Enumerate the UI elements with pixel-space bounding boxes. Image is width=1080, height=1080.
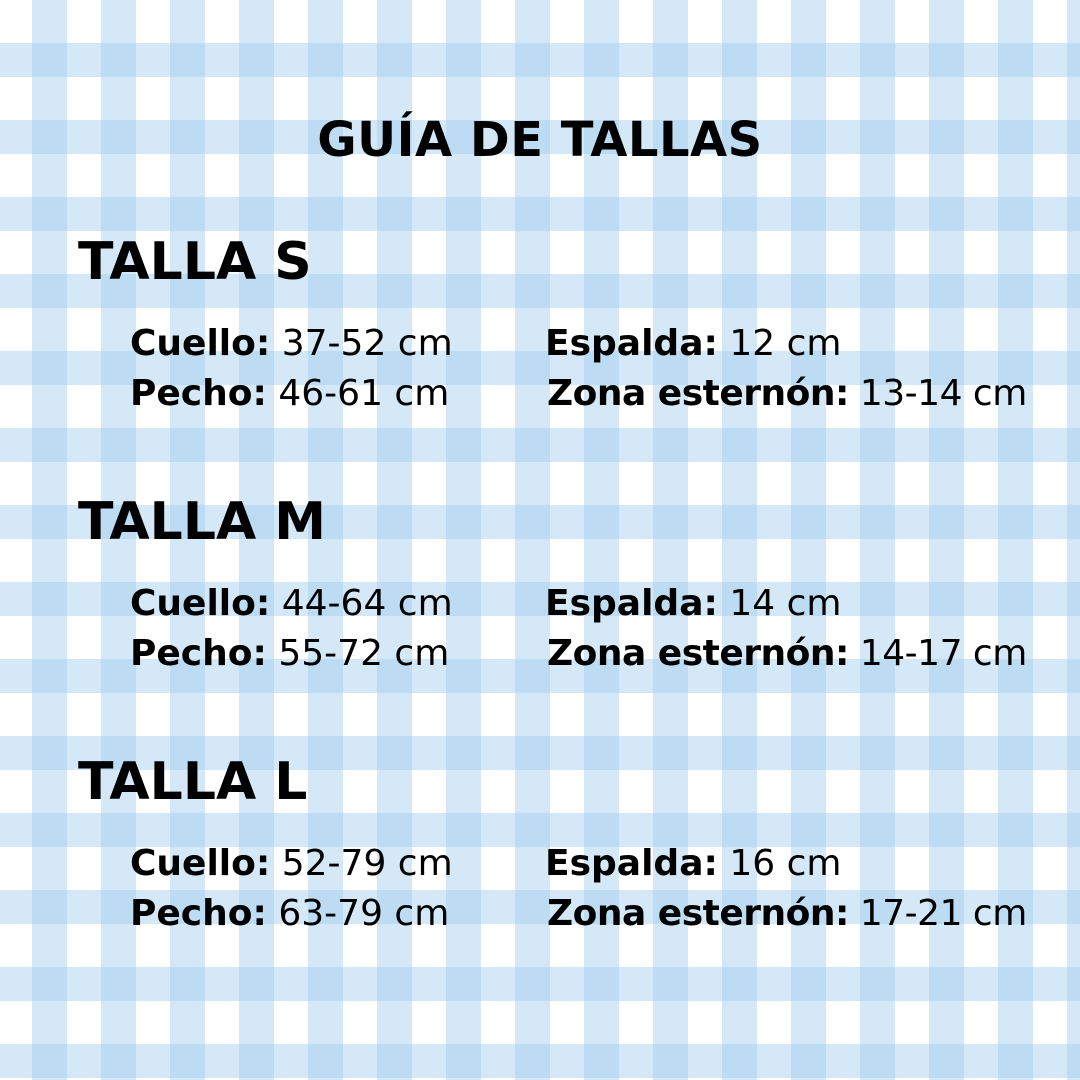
size-section: TALLA L [78,752,307,812]
espalda-measure: Espalda: 12 cm [545,323,842,364]
size-heading: TALLA M [78,492,327,552]
page-title: GUÍA DE TALLAS [317,112,763,168]
cuello-measure: Cuello: 52-79 cm [130,843,453,884]
pecho-measure: Pecho: 63-79 cm [130,893,450,934]
size-heading: TALLA S [78,232,312,292]
pecho-measure: Pecho: 55-72 cm [130,633,450,674]
cuello-measure: Cuello: 44-64 cm [130,583,453,624]
size-section: TALLA M [78,492,326,552]
pecho-measure: Pecho: 46-61 cm [130,373,450,414]
size-heading: TALLA L [78,752,308,812]
esternon-measure: Zona esternón: 17-21 cm [547,893,1027,934]
espalda-measure: Espalda: 16 cm [545,843,842,884]
cuello-measure: Cuello: 37-52 cm [130,323,453,364]
esternon-measure: Zona esternón: 14-17 cm [547,633,1027,674]
espalda-measure: Espalda: 14 cm [545,583,842,624]
esternon-measure: Zona esternón: 13-14 cm [547,373,1027,414]
size-section: TALLA S [78,232,312,292]
